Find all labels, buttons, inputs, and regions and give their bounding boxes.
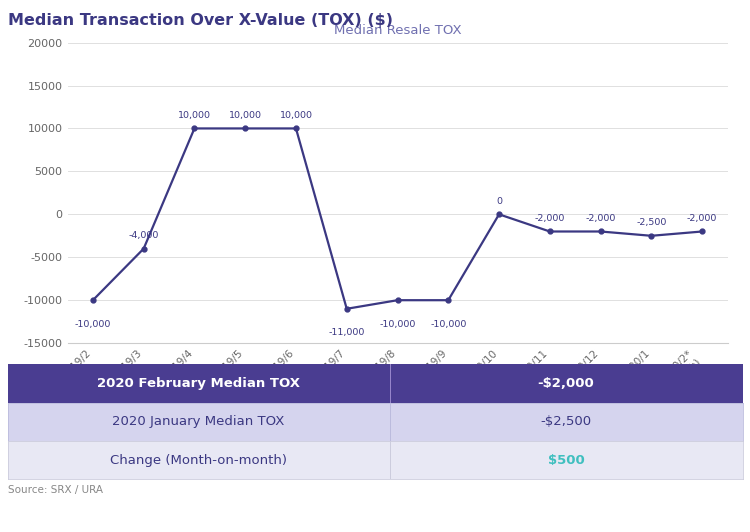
Text: -2,000: -2,000 [687,214,717,223]
Text: -4,000: -4,000 [128,231,159,240]
Text: Source: SRX / URA: Source: SRX / URA [8,485,103,495]
Text: -10,000: -10,000 [75,320,111,329]
Title: Median Resale TOX: Median Resale TOX [334,24,461,37]
Text: Change (Month-on-month): Change (Month-on-month) [110,454,287,467]
Text: 10,000: 10,000 [178,111,211,120]
Text: 2020 February Median TOX: 2020 February Median TOX [97,377,300,390]
Text: 10,000: 10,000 [280,111,313,120]
Text: -2,000: -2,000 [586,214,616,223]
Text: 0: 0 [496,197,502,206]
Text: -2,500: -2,500 [636,219,667,228]
Text: -10,000: -10,000 [380,320,416,329]
Text: Median Transaction Over X-Value (TOX) ($): Median Transaction Over X-Value (TOX) ($… [8,13,392,28]
Text: 2020 January Median TOX: 2020 January Median TOX [112,415,285,428]
Text: -11,000: -11,000 [328,328,365,337]
Text: -$2,500: -$2,500 [541,415,592,428]
Text: -10,000: -10,000 [430,320,466,329]
Text: -$2,000: -$2,000 [538,377,595,390]
Text: $500: $500 [548,454,584,467]
Text: 10,000: 10,000 [229,111,262,120]
Text: -2,000: -2,000 [535,214,565,223]
